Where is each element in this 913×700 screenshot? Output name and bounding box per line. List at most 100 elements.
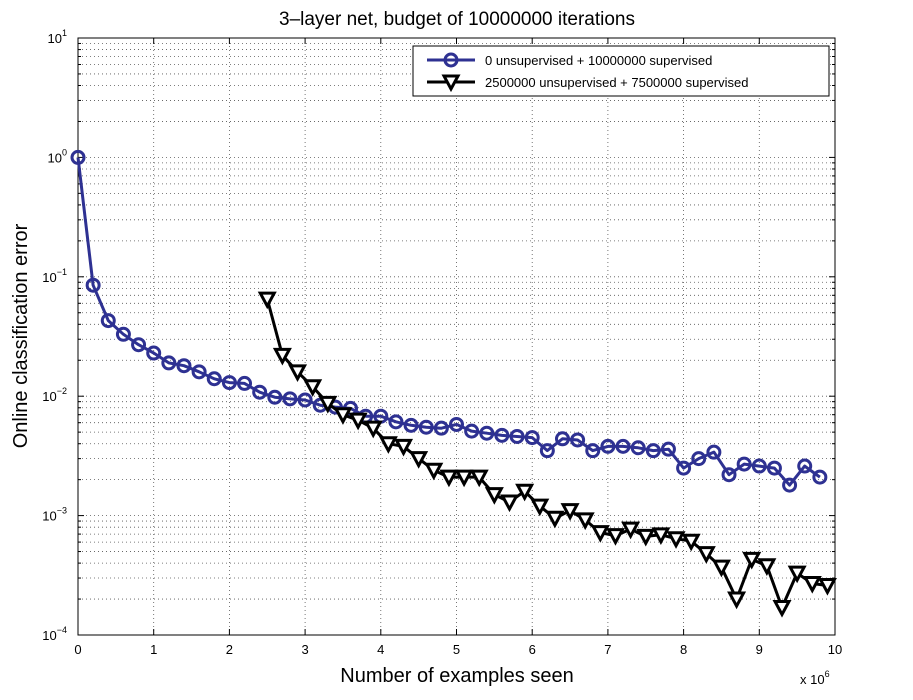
series-1 [70,149,828,493]
series-1-point [191,364,207,380]
series-1-point [161,355,177,371]
series-1-point [585,443,601,459]
series-2-point [515,483,535,502]
series-1-point [479,425,495,441]
series-1-point [766,460,782,476]
x-tick-label: 3 [301,642,308,657]
series-2-point [636,528,656,547]
series-2-point [484,487,504,505]
series-2-point [288,364,308,382]
series-1-point [464,423,480,439]
series-2-point [590,525,610,543]
y-tick-label: 10−2 [42,386,67,404]
series-1-point [721,467,737,483]
series-2-point [303,379,323,397]
series-2-point [575,512,595,531]
series-2-point [454,469,474,488]
series-1-point [282,391,298,407]
x-tick-label: 7 [604,642,611,657]
series-2-point [621,521,641,540]
series-1-point [449,416,464,432]
axis-ticks: 0 1 2 3 4 5 6 7 8 9 10 101 100 10−1 10−2 10−3 10−4 [42,28,842,657]
series-1-line [76,157,821,487]
series-2 [257,291,837,618]
plot-frame [77,37,836,636]
x-tick-label: 9 [756,642,763,657]
x-tick-label: 5 [453,642,460,657]
series-1-point [267,389,283,405]
series-1-point [131,337,147,353]
series-2-point [666,531,686,549]
series-1-point [206,371,222,387]
series-2-point [409,451,429,469]
series-1-point [645,443,661,459]
y-axis-label: Online classification error [10,223,32,448]
series-1-point [751,458,767,474]
series-1-point [660,441,676,457]
series-1-point [736,456,752,472]
series-2-point [742,551,762,570]
grid [78,38,835,635]
y-tick-label: 100 [48,147,67,165]
series-2-point [439,469,459,488]
series-2-point [772,599,792,618]
series-1-point [615,438,631,454]
series-2-point [727,591,747,610]
series-2-point [393,438,414,457]
series-2-point [272,347,292,366]
legend: 0 unsupervised + 10000000 supervised 2500… [412,45,830,97]
y-tick-label: 10−1 [42,267,67,285]
y-tick-label: 10−3 [42,506,67,524]
series-1-point [221,375,237,391]
legend-label: 0 unsupervised + 10000000 supervised [485,53,712,68]
series-2-point [757,558,777,576]
series-1-point [797,458,813,474]
series-2-point [530,498,550,517]
series-group [70,149,837,618]
x-axis-label: Number of examples seen [340,665,573,687]
series-1-point [554,431,570,447]
x-tick-label: 0 [74,642,81,657]
series-2-point [469,469,489,488]
series-1-point [100,313,116,329]
series-2-point [545,510,565,529]
series-1-point [176,358,192,374]
x-tick-label: 8 [680,642,687,657]
x-multiplier: x 106 [800,669,830,687]
series-2-point [681,533,701,552]
x-tick-label: 10 [828,642,842,657]
series-1-point [297,392,313,408]
series-2-point [378,436,398,454]
series-1-point [706,444,722,460]
legend-swatch-marker [443,52,459,68]
series-2-point [348,412,368,431]
series-1-point [403,417,419,433]
series-1-point [388,414,404,430]
series-2-point [802,575,822,594]
series-1-point [237,375,253,391]
series-2-line [265,298,828,609]
x-tick-label: 1 [150,642,157,657]
series-2-point [711,559,731,578]
legend-item: 0 unsupervised + 10000000 supervised [427,52,712,68]
series-2-point [787,565,807,584]
series-1-point [85,277,101,293]
series-1-point [146,345,162,361]
y-tick-label: 10−4 [42,625,67,643]
series-1-point [494,427,510,443]
legend-box [412,45,830,97]
series-2-point [560,503,580,521]
y-tick-label: 101 [48,28,67,46]
series-1-point [600,438,616,454]
legend-swatch-marker [441,74,461,93]
series-1-point [539,443,555,459]
series-1-point [70,149,86,165]
series-2-point [696,546,716,564]
series-1-point [570,432,586,448]
x-tick-label: 6 [529,642,536,657]
series-1-point [115,326,131,342]
series-1-point [509,428,525,444]
series-1-point [630,440,646,456]
series-1-point [433,420,449,436]
series-1-point [812,469,828,485]
